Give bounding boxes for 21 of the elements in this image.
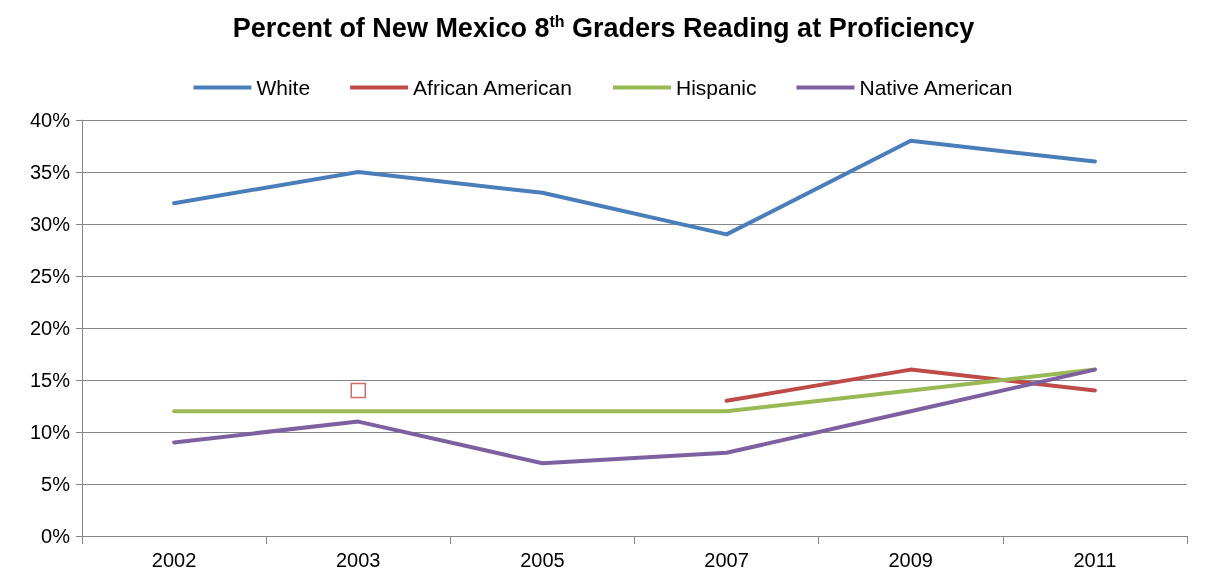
- x-tick-label: 2011: [1073, 549, 1117, 571]
- y-tick-label: 25%: [29, 265, 71, 287]
- x-tick-label: 2007: [704, 549, 749, 571]
- y-tick-label: 20%: [29, 317, 71, 339]
- x-tick-label: 2003: [336, 549, 381, 571]
- legend-label: Native American: [859, 76, 1013, 99]
- x-tick-label: 2002: [151, 549, 197, 571]
- legend-label: White: [256, 76, 311, 99]
- line-series: [172, 367, 1097, 466]
- x-tick-label: 2005: [520, 549, 565, 571]
- x-tick-label: 2009: [888, 549, 933, 571]
- y-tick-label: 10%: [29, 421, 71, 443]
- y-tick-label: 0%: [41, 525, 71, 547]
- y-tick-label: 5%: [41, 473, 71, 495]
- y-tick-label: 35%: [29, 161, 71, 183]
- legend-label: African American: [413, 76, 572, 99]
- y-tick-label: 40%: [29, 109, 71, 131]
- line-series: [172, 138, 1097, 237]
- y-tick-label: 15%: [29, 369, 71, 391]
- y-tick-label: 30%: [29, 213, 71, 235]
- legend-label: Hispanic: [675, 76, 757, 99]
